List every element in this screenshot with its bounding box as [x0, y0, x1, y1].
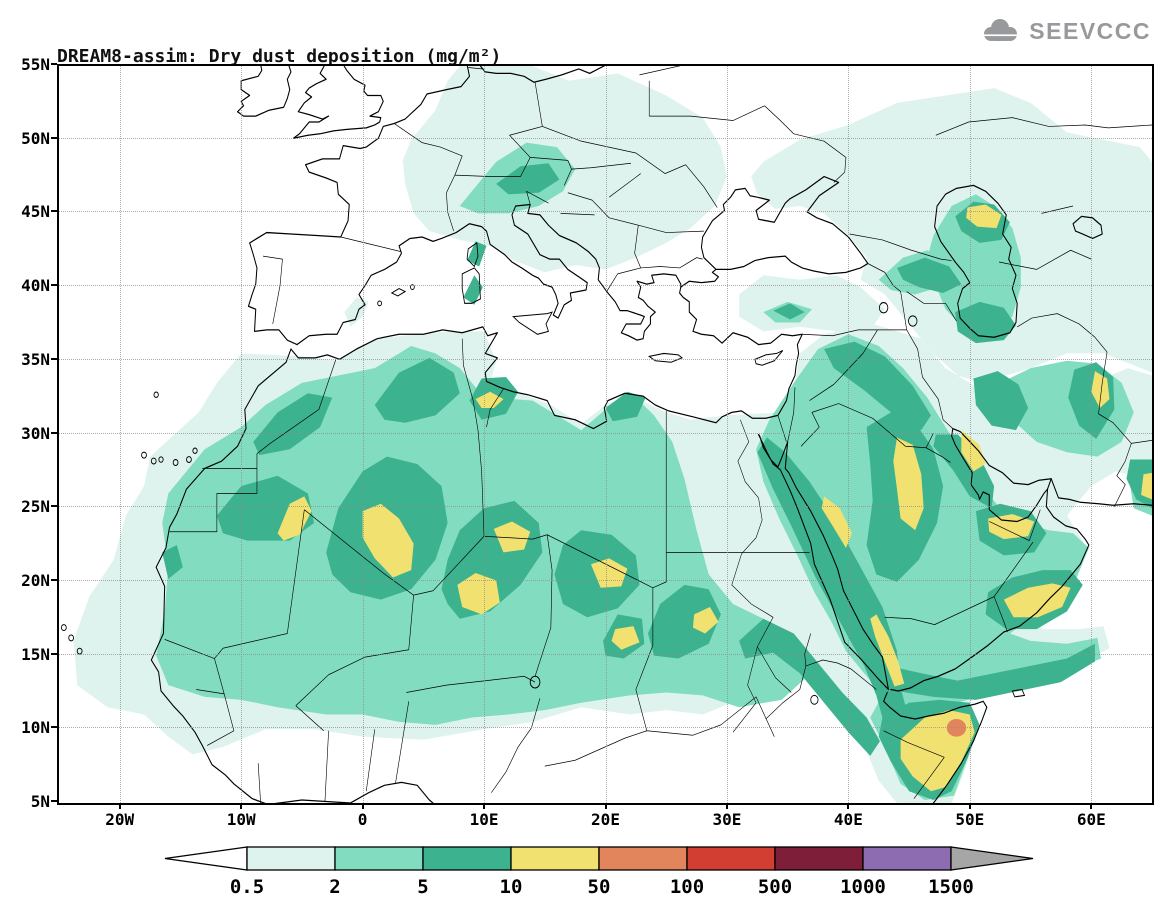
- colorbar-tick-label: 2: [329, 876, 341, 898]
- lon-tick-label: 50E: [955, 810, 985, 829]
- colorbar-segment: [510, 846, 600, 871]
- colorbar-tick-label: 500: [757, 876, 793, 898]
- lon-tick-label: 20E: [591, 810, 620, 829]
- colorbar-tick-label: 1000: [840, 876, 886, 898]
- lon-tick-mark: [604, 803, 607, 809]
- lat-tick-label: 5N: [30, 792, 50, 811]
- map-plot-area: [57, 64, 1154, 805]
- lat-tick-label: 45N: [21, 202, 50, 222]
- lon-tick-mark: [361, 803, 364, 809]
- lon-tick-mark: [725, 803, 728, 809]
- lake-tana: [810, 694, 819, 705]
- colorbar-segment: [862, 846, 952, 871]
- colorbar-segment: [246, 846, 336, 871]
- colorbar-tick-label: 100: [669, 876, 705, 898]
- colorbar-tick-label: 50: [587, 876, 611, 898]
- lake-urmia: [908, 315, 918, 327]
- lat-tick-mark: [51, 357, 57, 360]
- colorbar-tick-label: 1500: [928, 876, 974, 898]
- lat-tick-label: 25N: [21, 497, 50, 517]
- lat-tick-mark: [51, 63, 57, 65]
- colorbar-segment: [334, 846, 424, 871]
- colorbar-legend: [164, 846, 1034, 871]
- lat-tick-label: 20N: [21, 570, 50, 590]
- lat-tick-mark: [51, 726, 57, 729]
- contour-fills: [73, 66, 1152, 803]
- lon-tick-mark: [968, 803, 971, 809]
- lon-tick-label: 40E: [833, 810, 863, 829]
- coastlines: [61, 66, 1152, 803]
- page-title: DREAM8-assim: Dry dust deposition (mg/m²…: [57, 46, 502, 67]
- colorbar-tick-label: 0.5: [229, 876, 265, 898]
- lat-tick-label: 50N: [21, 128, 50, 148]
- lat-tick-mark: [51, 578, 57, 581]
- lat-tick-label: 30N: [21, 423, 50, 443]
- lat-tick-label: 40N: [21, 276, 50, 296]
- colorbar-tick-label: 5: [417, 876, 429, 898]
- seevccc-logo: SEEVCCC: [977, 16, 1151, 46]
- colorbar-right-arrow: [950, 846, 1034, 871]
- lat-tick-mark: [51, 210, 57, 213]
- colorbar-segment: [774, 846, 864, 871]
- lon-tick-label: 60E: [1076, 810, 1106, 829]
- nile-river: [731, 419, 792, 733]
- lon-tick-mark: [847, 803, 850, 809]
- lat-tick-mark: [51, 431, 57, 434]
- lon-tick-label: 0: [357, 810, 368, 829]
- colorbar-left-arrow: [164, 846, 248, 871]
- colorbar-segment: [422, 846, 512, 871]
- lon-tick-label: 10E: [469, 810, 499, 829]
- lat-tick-label: 55N: [21, 55, 50, 74]
- colorbar-segment: [686, 846, 776, 871]
- lat-tick-mark: [51, 136, 57, 139]
- colorbar-tick-label: 10: [499, 876, 523, 898]
- lon-tick-label: 20W: [105, 810, 135, 829]
- lon-tick-mark: [118, 803, 121, 809]
- lon-tick-mark: [483, 803, 486, 809]
- lon-tick-mark: [240, 803, 243, 809]
- lake-van: [878, 302, 889, 314]
- dust-deposition-map: [61, 66, 1152, 803]
- cloud-icon: [983, 19, 1018, 41]
- lakes: [529, 302, 918, 705]
- lat-tick-label: 10N: [21, 718, 50, 738]
- lon-tick-mark: [1090, 803, 1093, 809]
- country-borders: [164, 66, 1152, 803]
- lat-tick-mark: [51, 800, 57, 802]
- lon-tick-label: 30E: [712, 810, 742, 829]
- cloud-stripe: [983, 34, 1018, 37]
- colorbar-segment: [598, 846, 688, 871]
- lat-tick-mark: [51, 284, 57, 287]
- rivers: [731, 419, 792, 733]
- lon-tick-label: 10W: [226, 810, 256, 829]
- lat-tick-label: 35N: [21, 349, 50, 369]
- islands: [390, 242, 1026, 698]
- logo-text: SEEVCCC: [1029, 17, 1151, 44]
- lat-tick-mark: [51, 505, 57, 508]
- lat-tick-mark: [51, 652, 57, 655]
- lat-tick-label: 15N: [21, 644, 50, 664]
